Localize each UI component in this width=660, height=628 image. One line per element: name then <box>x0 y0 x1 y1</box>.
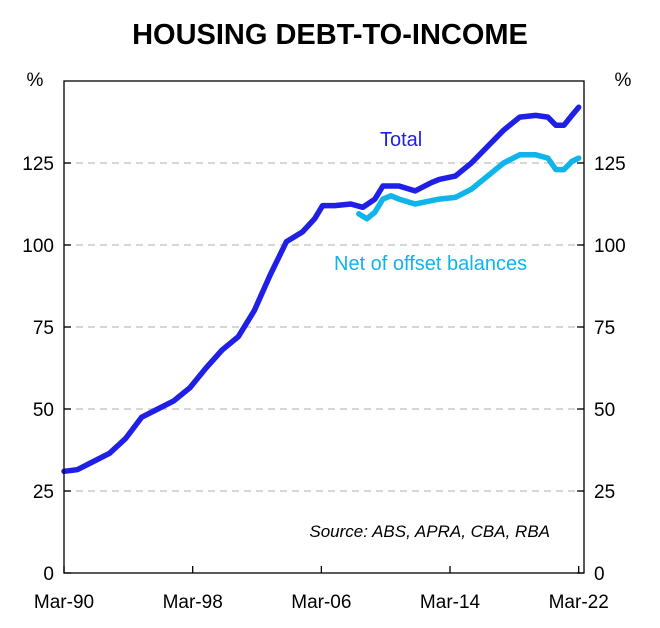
left-tick-label: 0 <box>43 564 54 585</box>
right-tick-label: 125 <box>594 154 626 175</box>
x-tick-label: Mar-14 <box>420 592 481 613</box>
left-axis-unit: % <box>27 70 44 91</box>
right-tick-label: 75 <box>594 318 615 339</box>
right-tick-label: 100 <box>594 236 626 257</box>
x-tick-label: Mar-22 <box>549 592 609 613</box>
left-tick-label: 100 <box>22 236 54 257</box>
plot-frame <box>63 80 585 574</box>
right-tick-label: 0 <box>594 564 605 585</box>
x-axis-ticks: Mar-90 Mar-98 Mar-06 Mar-14 Mar-22 <box>34 566 609 613</box>
x-tick-label: Mar-90 <box>34 592 94 613</box>
left-tick-label: 50 <box>33 400 54 421</box>
series-label-total: Total <box>380 129 422 151</box>
chart-title: HOUSING DEBT-TO-INCOME <box>132 19 528 51</box>
series-line-total <box>61 104 582 475</box>
right-tick-label: 50 <box>594 400 615 421</box>
right-y-axis-ticks: 0 25 50 75 100 125 <box>577 154 626 585</box>
series-label-net-of-offset: Net of offset balances <box>334 253 527 275</box>
source-note: Source: ABS, APRA, CBA, RBA <box>309 522 550 541</box>
x-tick-label: Mar-98 <box>163 592 223 613</box>
left-tick-label: 75 <box>33 318 54 339</box>
left-y-axis-ticks: 0 25 50 75 100 125 <box>22 154 71 585</box>
left-tick-label: 25 <box>33 482 54 503</box>
right-axis-unit: % <box>615 70 632 91</box>
gridlines <box>64 162 584 492</box>
x-tick-label: Mar-06 <box>291 592 351 613</box>
series-line-net-of-offset <box>356 152 582 222</box>
left-tick-label: 125 <box>22 154 54 175</box>
series-lines <box>61 104 582 475</box>
right-tick-label: 25 <box>594 482 615 503</box>
